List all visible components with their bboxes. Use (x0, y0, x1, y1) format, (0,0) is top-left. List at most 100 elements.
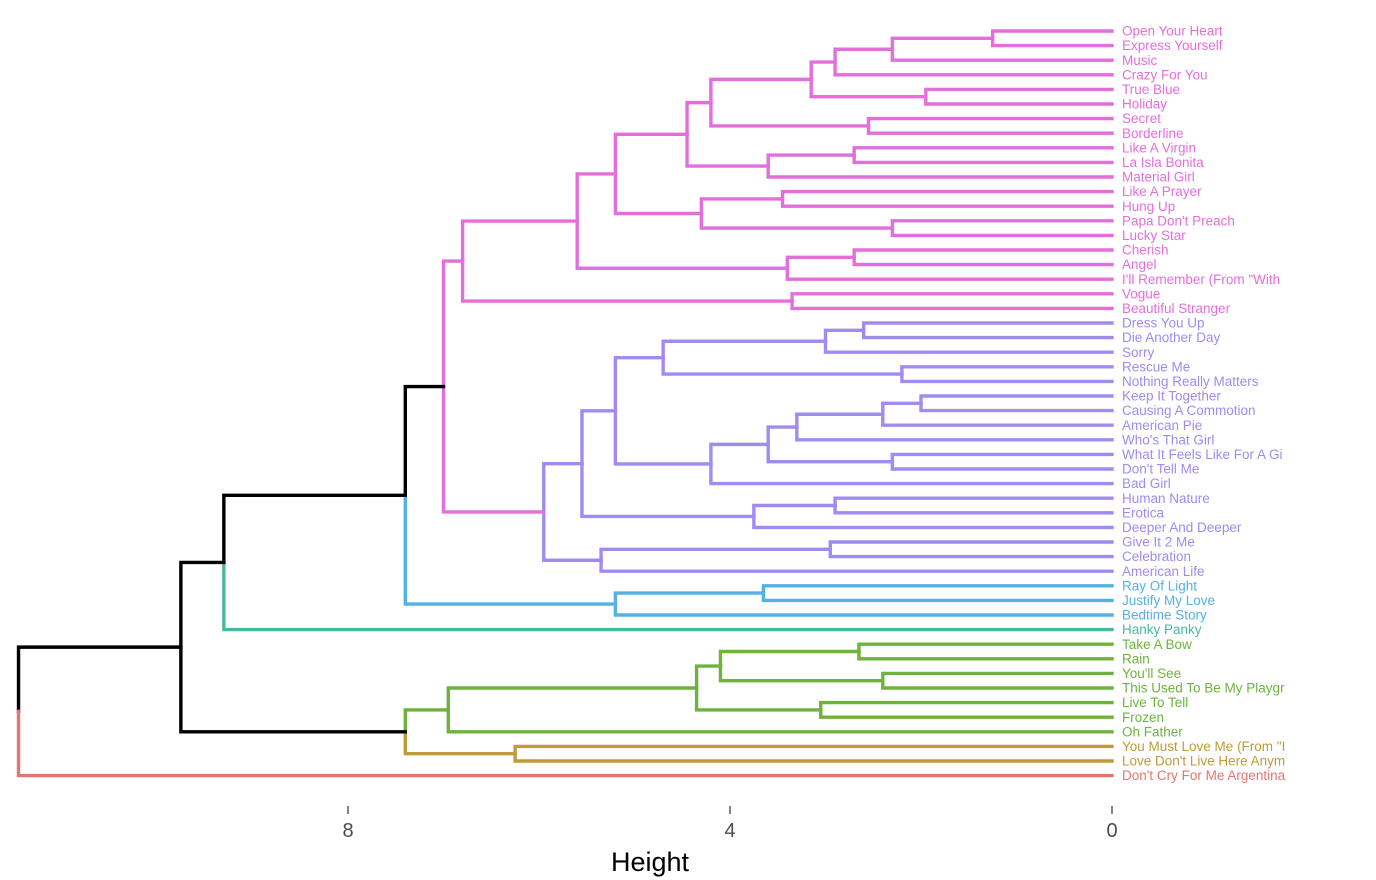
branch-v9-lower (766, 442, 895, 464)
tick-label-0: 0 (1106, 820, 1117, 842)
branch-v12-lower (833, 503, 1114, 515)
leaf-label: Sorry (1122, 345, 1155, 360)
tick-label-8: 8 (342, 820, 353, 842)
leaf-label: This Used To Be My Playgr (1122, 681, 1285, 696)
branch-m2-upper (222, 493, 407, 565)
leaf-label: You'll See (1122, 666, 1181, 681)
leaf-label: Borderline (1122, 126, 1184, 141)
branch-p13-upper (699, 197, 785, 216)
branch-p11-upper (780, 189, 1114, 201)
branch-v4-upper (661, 339, 828, 360)
branch-p7-lower (709, 100, 871, 128)
branches (16, 29, 1114, 778)
leaf-label: Justify My Love (1122, 593, 1215, 608)
branch-g4-lower (819, 708, 1114, 719)
leaf-label: Open Your Heart (1122, 24, 1223, 39)
leaf-label: Bad Girl (1122, 476, 1171, 491)
leaf-label: Don't Tell Me (1122, 462, 1199, 477)
leaf-label: Hung Up (1122, 199, 1175, 214)
leaf-label: Secret (1122, 111, 1161, 126)
branch-v10-lower (709, 462, 1114, 486)
branch-gy-lower (403, 730, 517, 756)
leaf-label: Give It 2 Me (1122, 535, 1195, 550)
branch-p10-upper (685, 100, 713, 137)
branch-v16-upper (599, 547, 832, 562)
leaf-label: Rain (1122, 651, 1150, 666)
branch-p17-lower (575, 219, 789, 270)
branch-p15-upper (852, 248, 1114, 259)
leaf-label: Celebration (1122, 549, 1191, 564)
branch-p4-upper (924, 87, 1114, 99)
branch-p8-upper (852, 146, 1114, 157)
branch-g1-upper (857, 642, 1114, 654)
branch-p19-upper (460, 219, 579, 263)
leaf-label: Like A Virgin (1122, 140, 1196, 155)
branch-pv-upper (441, 259, 465, 389)
branch-v15-upper (828, 540, 1114, 551)
branch-v11-lower (613, 409, 713, 466)
branch-g3-lower (718, 664, 885, 683)
leaf-label: Causing A Commotion (1122, 403, 1256, 418)
branch-v1-upper (862, 321, 1114, 332)
branch-v16-lower (599, 558, 1114, 573)
branch-v5-upper (919, 394, 1114, 405)
leaf-label: I'll Remember (From "With (1122, 272, 1280, 287)
branch-b2-upper (613, 591, 766, 606)
leaf-label: Ray Of Light (1122, 578, 1197, 593)
leaf-label: Die Another Day (1122, 330, 1221, 345)
branch-g2-lower (881, 679, 1114, 690)
branch-p5-lower (809, 77, 928, 99)
branch-p6-lower (866, 124, 1114, 135)
leaf-label: Beautiful Stranger (1122, 301, 1231, 316)
x-axis: 8 4 0 Height (342, 806, 1118, 877)
branch-v8-lower (890, 460, 1114, 471)
branch-pv-lower (441, 384, 546, 514)
branch-m2-lower (222, 560, 1114, 632)
branch-b1-upper (761, 584, 1114, 595)
branch-p3-lower (833, 60, 1114, 77)
leaf-label: Crazy For You (1122, 67, 1208, 82)
branch-y1-lower (513, 752, 1114, 763)
branch-p11-lower (780, 197, 1114, 208)
branch-v3-upper (900, 365, 1114, 376)
leaf-label: Bedtime Story (1122, 608, 1207, 623)
leaf-label: Papa Don't Preach (1122, 213, 1235, 228)
branch-p6-upper (866, 116, 1114, 128)
x-axis-title: Height (611, 847, 690, 877)
branch-p16-upper (785, 255, 856, 270)
branch-m3-upper (179, 560, 226, 649)
branch-v15-lower (828, 547, 1114, 559)
leaf-label: Who's That Girl (1122, 432, 1214, 447)
leaf-label: Frozen (1122, 710, 1164, 725)
branch-p8-lower (852, 153, 1114, 165)
branch-g2-upper (881, 671, 1114, 683)
branch-p14-lower (613, 172, 704, 216)
leaf-label: American Life (1122, 564, 1205, 579)
branch-p13-lower (699, 211, 895, 230)
leaf-label: Dress You Up (1122, 316, 1205, 331)
leaf-label: What It Feels Like For A Gi (1122, 447, 1283, 462)
branch-p7-upper (709, 77, 813, 105)
branch-v3-lower (900, 372, 1114, 384)
branch-y1-upper (513, 744, 1114, 756)
leaf-label: Love Don't Live Here Anym (1122, 754, 1285, 769)
branch-v8-upper (890, 452, 1114, 464)
branch-v13-lower (752, 514, 1114, 530)
branch-p1-lower (990, 36, 1114, 48)
leaf-label: Human Nature (1122, 491, 1210, 506)
branch-p1-upper (990, 29, 1114, 40)
branch-p9-lower (766, 164, 1114, 179)
leaf-label: Erotica (1122, 505, 1165, 520)
branch-v14-lower (580, 461, 756, 519)
leaf-label: Express Yourself (1122, 38, 1223, 53)
branch-v5-lower (919, 401, 1114, 413)
leaf-label: Angel (1122, 257, 1157, 272)
leaf-label: Cherish (1122, 243, 1169, 258)
branch-v2-upper (823, 328, 866, 343)
branch-g6-lower (446, 708, 1114, 734)
branch-v12-upper (833, 496, 1114, 508)
leaf-label: Take A Bow (1122, 637, 1192, 652)
branch-m3-lower (179, 645, 407, 734)
branch-v6-upper (881, 401, 923, 416)
